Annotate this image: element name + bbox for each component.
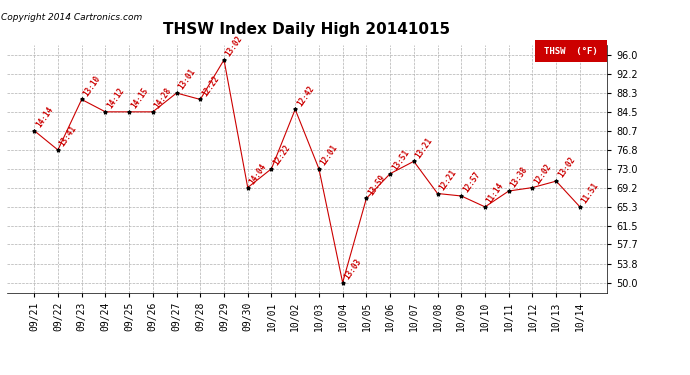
Text: 11:51: 11:51 bbox=[580, 181, 600, 206]
Text: 12:22: 12:22 bbox=[200, 74, 221, 98]
Text: 13:38: 13:38 bbox=[509, 165, 529, 189]
Text: 12:57: 12:57 bbox=[462, 170, 482, 195]
Text: 14:28: 14:28 bbox=[152, 86, 173, 110]
Point bbox=[266, 166, 277, 172]
Point bbox=[100, 109, 111, 115]
Point bbox=[313, 166, 324, 172]
Point bbox=[124, 109, 135, 115]
Text: 13:10: 13:10 bbox=[81, 74, 102, 98]
Point bbox=[361, 195, 372, 201]
Point bbox=[574, 204, 585, 210]
Point bbox=[29, 128, 40, 134]
Text: 12:02: 12:02 bbox=[533, 162, 553, 186]
Point bbox=[147, 109, 158, 115]
Text: 12:42: 12:42 bbox=[295, 84, 316, 108]
Text: 14:15: 14:15 bbox=[129, 86, 150, 110]
Point bbox=[195, 96, 206, 102]
Text: 14:04: 14:04 bbox=[248, 162, 268, 186]
Point bbox=[171, 90, 182, 96]
Text: Copyright 2014 Cartronics.com: Copyright 2014 Cartronics.com bbox=[1, 13, 142, 22]
Point bbox=[337, 280, 348, 286]
Text: 13:02: 13:02 bbox=[224, 34, 245, 58]
Text: 13:03: 13:03 bbox=[343, 257, 363, 281]
Text: 12:01: 12:01 bbox=[319, 143, 339, 167]
Text: 13:51: 13:51 bbox=[390, 148, 411, 172]
Point bbox=[503, 188, 514, 194]
Point bbox=[290, 106, 301, 112]
Text: 12:21: 12:21 bbox=[437, 168, 458, 192]
Title: THSW Index Daily High 20141015: THSW Index Daily High 20141015 bbox=[164, 22, 451, 38]
Text: 13:59: 13:59 bbox=[366, 173, 387, 197]
Point bbox=[242, 184, 253, 190]
Point bbox=[52, 147, 63, 153]
Text: 13:02: 13:02 bbox=[556, 156, 577, 180]
Text: 14:12: 14:12 bbox=[106, 86, 126, 110]
Point bbox=[456, 193, 467, 199]
Text: 14:14: 14:14 bbox=[34, 105, 55, 129]
Text: 12:22: 12:22 bbox=[271, 143, 292, 167]
Point bbox=[527, 184, 538, 190]
Text: 13:01: 13:01 bbox=[177, 68, 197, 92]
Point bbox=[480, 204, 491, 210]
Point bbox=[76, 96, 87, 102]
Text: 11:14: 11:14 bbox=[485, 181, 506, 206]
Point bbox=[551, 178, 562, 184]
Point bbox=[432, 190, 443, 196]
Point bbox=[219, 57, 230, 63]
Point bbox=[384, 171, 395, 177]
Point bbox=[408, 158, 420, 164]
Text: 13:21: 13:21 bbox=[414, 136, 435, 160]
Text: 13:41: 13:41 bbox=[58, 124, 79, 148]
